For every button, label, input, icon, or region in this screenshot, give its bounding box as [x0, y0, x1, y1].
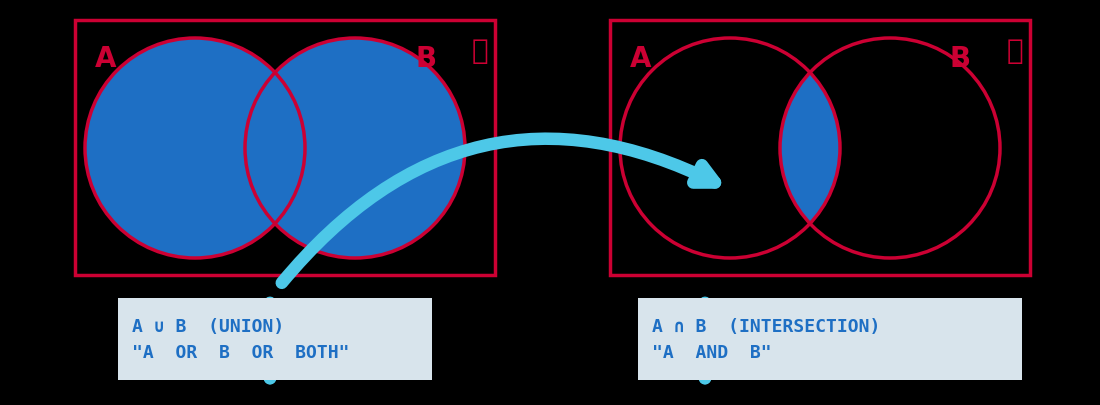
Circle shape — [245, 38, 465, 258]
Text: "A  AND  B": "A AND B" — [652, 344, 771, 362]
Text: ℭ: ℭ — [472, 38, 488, 65]
Text: A ∩ B  (INTERSECTION): A ∩ B (INTERSECTION) — [652, 318, 880, 336]
FancyBboxPatch shape — [118, 298, 432, 380]
FancyArrowPatch shape — [263, 303, 277, 378]
Text: A: A — [630, 45, 651, 73]
FancyArrowPatch shape — [282, 139, 715, 283]
Text: B: B — [415, 45, 436, 73]
Text: "A  OR  B  OR  BOTH": "A OR B OR BOTH" — [132, 344, 350, 362]
Polygon shape — [780, 72, 840, 224]
Text: ℭ: ℭ — [1006, 38, 1024, 65]
FancyArrowPatch shape — [698, 303, 712, 378]
FancyBboxPatch shape — [638, 298, 1022, 380]
Bar — [75, 20, 495, 275]
Bar — [610, 20, 1030, 275]
Circle shape — [85, 38, 305, 258]
Text: A: A — [95, 45, 117, 73]
Text: A ∪ B  (UNION): A ∪ B (UNION) — [132, 318, 284, 336]
Text: B: B — [950, 45, 971, 73]
